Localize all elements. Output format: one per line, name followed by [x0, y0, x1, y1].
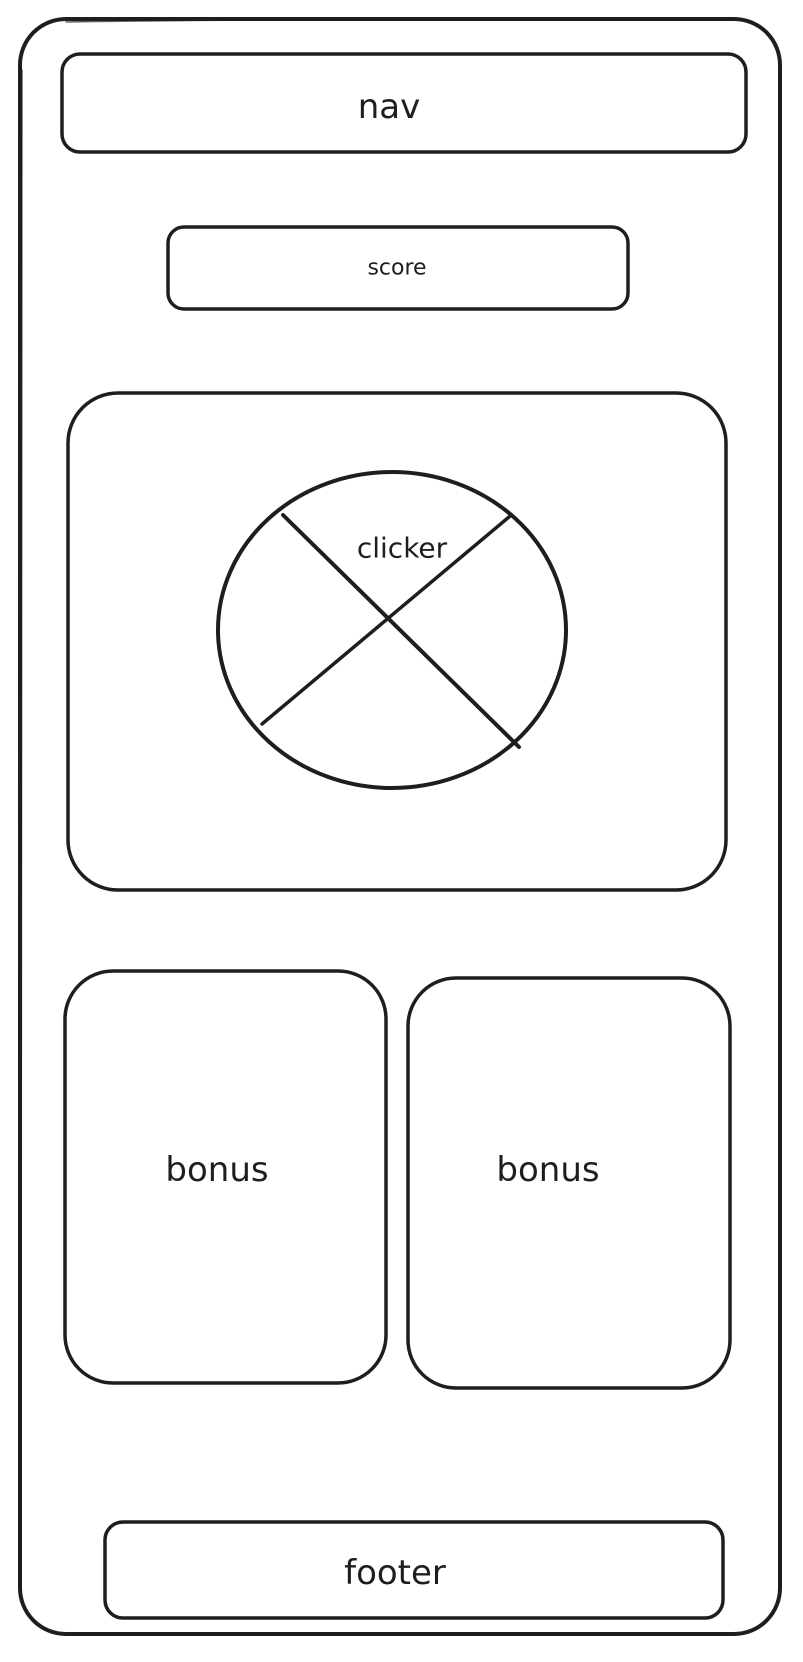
nav-box[interactable] [60, 52, 748, 154]
clicker-label: clicker [356, 531, 448, 565]
footer-label: footer [344, 1553, 446, 1593]
bonus-label: bonus [165, 1150, 269, 1190]
clicker-panel [66, 391, 728, 892]
clicker-cross-line-1 [281, 513, 521, 749]
clicker-cross-line-2 [260, 515, 511, 726]
bonus-label: bonus [496, 1150, 600, 1190]
clicker-button[interactable] [216, 470, 568, 790]
nav-label: nav [357, 87, 421, 127]
score-box [166, 225, 630, 311]
score-label: score [367, 255, 427, 281]
bonus-box-2[interactable] [406, 976, 732, 1390]
bonus-box-1[interactable] [63, 969, 388, 1385]
footer-box [103, 1520, 725, 1620]
phone-frame [18, 17, 782, 1636]
